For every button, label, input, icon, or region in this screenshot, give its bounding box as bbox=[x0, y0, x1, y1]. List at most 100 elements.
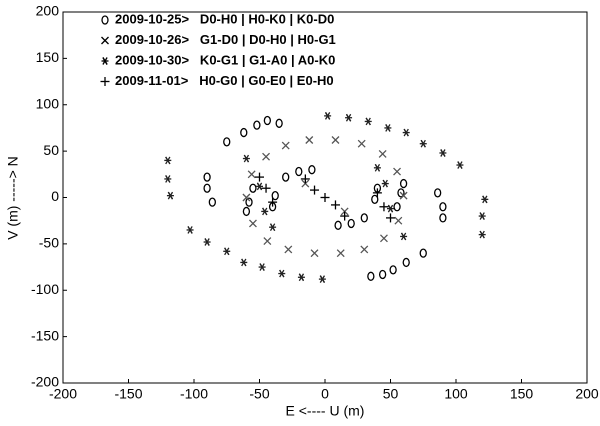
marker-stroke bbox=[457, 161, 463, 169]
marker-stroke bbox=[379, 234, 388, 243]
legend-label: 2009-10-25> D0-H0 | H0-K0 | K0-D0 bbox=[115, 11, 334, 26]
marker-stroke bbox=[284, 245, 293, 254]
marker-stroke bbox=[394, 216, 403, 225]
marker-stroke bbox=[165, 175, 171, 183]
marker-circle bbox=[263, 115, 272, 126]
point bbox=[397, 188, 405, 198]
marker-stroke bbox=[279, 269, 285, 278]
point bbox=[481, 195, 489, 204]
point bbox=[208, 197, 216, 207]
point bbox=[284, 245, 293, 254]
legend: 2009-10-25> D0-H0 | H0-K0 | K0-D0 2009-10… bbox=[100, 11, 336, 88]
point bbox=[402, 128, 410, 137]
point bbox=[242, 193, 251, 202]
marker-circle bbox=[439, 202, 447, 212]
point bbox=[364, 117, 372, 126]
point bbox=[360, 213, 368, 223]
point bbox=[262, 152, 271, 161]
point bbox=[387, 204, 394, 213]
legend-marker bbox=[101, 36, 109, 45]
marker-circle bbox=[378, 269, 387, 280]
point bbox=[278, 269, 286, 278]
point bbox=[242, 206, 251, 217]
legend-marker bbox=[100, 77, 110, 86]
marker-circle bbox=[399, 178, 408, 189]
point bbox=[389, 265, 397, 275]
marker-circle bbox=[101, 15, 109, 25]
marker-stroke bbox=[167, 191, 174, 200]
point bbox=[248, 219, 257, 228]
marker-stroke bbox=[310, 249, 319, 258]
marker-stroke bbox=[259, 263, 265, 271]
point bbox=[261, 183, 271, 193]
marker-circle bbox=[371, 194, 379, 205]
marker-stroke bbox=[382, 179, 388, 188]
marker-stroke bbox=[360, 245, 369, 254]
point bbox=[240, 258, 248, 267]
marker-circle bbox=[347, 218, 355, 229]
marker-circle bbox=[245, 197, 253, 207]
point bbox=[336, 249, 345, 258]
x-tick-label: 200 bbox=[575, 386, 599, 402]
point bbox=[340, 207, 349, 216]
marker-circle bbox=[397, 188, 405, 198]
marker-stroke bbox=[242, 193, 251, 202]
marker-stroke bbox=[393, 167, 402, 176]
point bbox=[367, 271, 375, 281]
point bbox=[439, 213, 447, 223]
x-tick-label: -150 bbox=[114, 386, 142, 402]
point bbox=[384, 124, 392, 132]
point bbox=[310, 249, 319, 258]
marker-circle bbox=[308, 165, 316, 175]
x-axis-label: E <---- U (m) bbox=[286, 403, 365, 419]
point bbox=[439, 149, 447, 157]
y-tick-label: 100 bbox=[36, 95, 60, 111]
point bbox=[419, 139, 427, 148]
point bbox=[399, 191, 408, 200]
marker-circle bbox=[402, 257, 410, 268]
point bbox=[357, 139, 366, 148]
marker-stroke bbox=[400, 232, 407, 241]
marker-stroke bbox=[479, 212, 485, 220]
y-axis-label: V (m) -----> N bbox=[5, 156, 21, 240]
marker-stroke bbox=[102, 57, 108, 65]
marker-stroke bbox=[256, 182, 263, 191]
point bbox=[330, 200, 340, 210]
point bbox=[301, 179, 310, 188]
point bbox=[394, 216, 403, 225]
point bbox=[282, 172, 290, 182]
point bbox=[255, 172, 264, 182]
marker-stroke bbox=[247, 170, 256, 179]
point bbox=[263, 237, 272, 246]
point bbox=[371, 194, 379, 205]
point bbox=[347, 218, 355, 229]
legend-marker bbox=[101, 57, 109, 65]
point bbox=[334, 220, 342, 230]
y-tick-label: 50 bbox=[43, 142, 59, 158]
legend-label: 2009-10-26> G1-D0 | D0-H0 | H0-G1 bbox=[115, 32, 336, 47]
marker-stroke bbox=[482, 195, 488, 204]
point bbox=[393, 202, 401, 212]
marker-stroke bbox=[387, 204, 394, 213]
point bbox=[378, 149, 387, 158]
marker-stroke bbox=[305, 136, 314, 144]
x-tick-label: -200 bbox=[49, 386, 77, 402]
x-tick-label: -50 bbox=[249, 386, 269, 402]
point bbox=[399, 178, 408, 189]
point bbox=[305, 136, 314, 144]
marker-circle bbox=[208, 197, 216, 207]
marker-stroke bbox=[262, 207, 268, 216]
marker-stroke bbox=[340, 207, 349, 216]
marker-circle bbox=[271, 190, 279, 201]
marker-circle bbox=[240, 127, 248, 138]
marker-stroke bbox=[378, 149, 387, 158]
point bbox=[295, 166, 303, 177]
x-tick-label: 100 bbox=[444, 386, 468, 402]
point bbox=[340, 211, 350, 221]
marker-circle bbox=[393, 202, 401, 212]
point bbox=[203, 183, 211, 193]
point bbox=[297, 273, 305, 282]
marker-circle bbox=[295, 166, 303, 177]
y-tick-label: -50 bbox=[39, 235, 59, 251]
point bbox=[186, 226, 194, 234]
